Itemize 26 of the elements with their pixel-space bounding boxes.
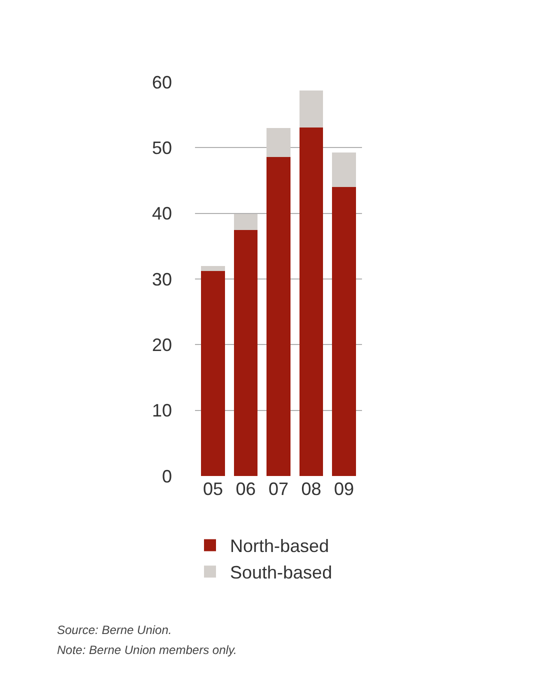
y-tick-label: 30 <box>152 269 172 290</box>
bar <box>201 266 225 272</box>
legend-label: North-based <box>230 536 330 556</box>
y-tick-label: 0 <box>162 466 172 486</box>
x-tick-label: 08 <box>301 479 322 499</box>
y-tick-label: 20 <box>152 334 172 355</box>
y-tick-label: 10 <box>152 400 172 421</box>
legend-label: South-based <box>230 562 332 583</box>
bar <box>266 156 290 476</box>
x-tick-label: 05 <box>202 479 224 499</box>
bar <box>234 230 258 476</box>
bar <box>332 152 356 188</box>
y-tick-label: 60 <box>152 72 172 92</box>
bar <box>234 214 258 230</box>
y-tick-label: 50 <box>152 138 172 158</box>
text: Note: Berne Union members only. <box>57 643 237 657</box>
bar <box>332 187 356 476</box>
x-tick-label: 07 <box>268 479 289 499</box>
y-tick-label: 40 <box>152 204 172 224</box>
bar <box>299 127 324 476</box>
bar <box>299 90 324 128</box>
x-tick-label: 06 <box>236 479 256 499</box>
x-tick-label: 09 <box>334 479 354 499</box>
bar <box>266 128 290 157</box>
bar <box>201 271 225 476</box>
source-note: Source: Berne Union. <box>57 623 172 637</box>
